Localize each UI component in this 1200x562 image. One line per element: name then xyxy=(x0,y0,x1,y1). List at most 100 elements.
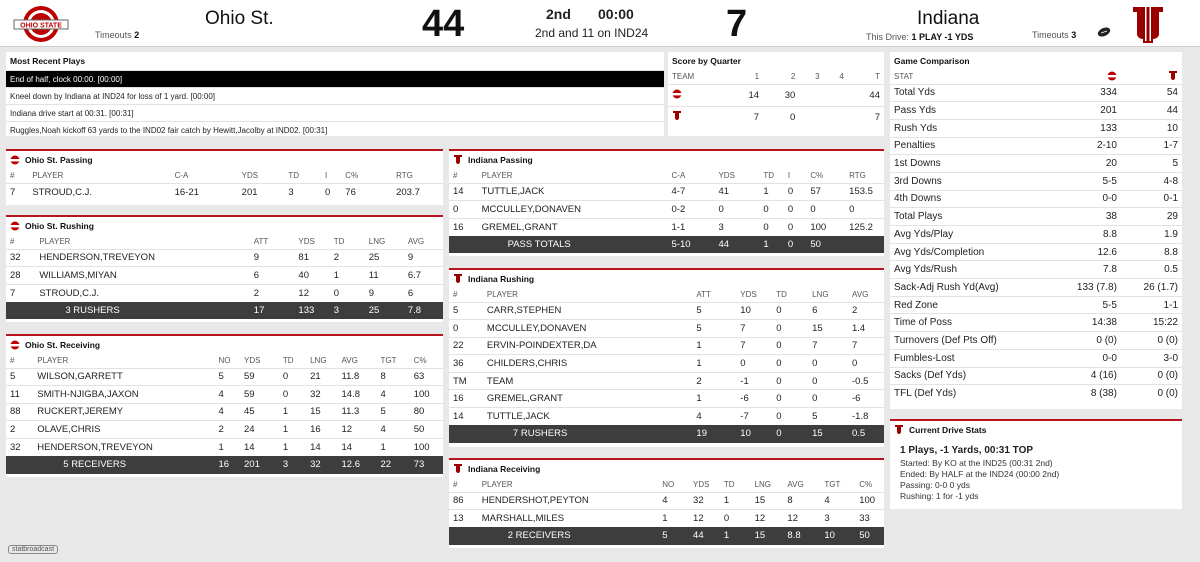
column-header: LNG xyxy=(310,356,327,366)
panel-title: Most Recent Plays xyxy=(10,56,86,66)
column-header: RTG xyxy=(396,171,413,181)
panel-title: Ohio St. Rushing xyxy=(25,221,94,231)
column-header: ATT xyxy=(696,290,711,300)
play-item[interactable]: End of half, clock 00:00. [00:00] xyxy=(6,70,664,87)
column-header: LNG xyxy=(812,290,829,300)
table-row[interactable]: TM TEAM 2 -1 0 0 -0.5 xyxy=(449,371,884,390)
panel-title: Game Comparison xyxy=(894,56,970,66)
stats-table: # PLAYER C-A YDS TD I C% RTG 14 TUTTLE,JACK 4-7 41 1… xyxy=(449,169,884,254)
column-header: PLAYER xyxy=(481,171,513,181)
column-header: PLAYER xyxy=(39,237,71,247)
column-header: NO xyxy=(662,480,675,490)
table-row[interactable]: 11 SMITH-NJIGBA,JAXON 4 59 0 32 14.8 4 100 xyxy=(6,385,443,404)
table-row[interactable]: 88 RUCKERT,JEREMY 4 45 1 15 11.3 5 80 xyxy=(6,402,443,421)
ohio-state-icon xyxy=(10,155,20,165)
recent-plays-panel: Most Recent Plays End of half, clock 00:… xyxy=(6,52,664,136)
column-header: I xyxy=(787,171,791,181)
column-header: PLAYER xyxy=(37,356,69,366)
table-header: # PLAYER C-A YDS TD I C% RTG xyxy=(6,169,443,183)
table-row[interactable]: 16 GREMEL,GRANT 1-1 3 0 0 100 125.2 xyxy=(449,217,884,236)
column-header: AVG xyxy=(341,356,358,366)
table-header: # PLAYER ATT YDS TD LNG AVG xyxy=(449,288,884,302)
comparison-row: Sack-Adj Rush Yd(Avg) 133 (7.8) 26 (1.7) xyxy=(890,278,1182,297)
panel-title: Ohio St. Receiving xyxy=(25,340,101,350)
comparison-row: Pass Yds 201 44 xyxy=(890,101,1182,120)
table-row[interactable]: 36 CHILDERS,CHRIS 1 0 0 0 0 xyxy=(449,354,884,373)
table-row[interactable]: 28 WILLIAMS,MIYAN 6 40 1 11 6.7 xyxy=(6,266,443,285)
comparison-row: 3rd Downs 5-5 4-8 xyxy=(890,171,1182,191)
column-header: TD xyxy=(763,171,775,181)
column-header: C% xyxy=(859,480,873,490)
column-header: PLAYER xyxy=(486,290,518,300)
table-row[interactable]: 14 TUTTLE,JACK 4 -7 0 5 -1.8 xyxy=(449,407,884,426)
column-header: TD xyxy=(282,356,294,366)
column-header: C-A xyxy=(671,171,686,181)
table-row[interactable]: 7 STROUD,C.J. 2 12 0 9 6 xyxy=(6,283,443,302)
indiana-icon xyxy=(673,110,681,120)
table-row[interactable]: 14 TUTTLE,JACK 4-7 41 1 0 57 153.5 xyxy=(449,182,884,201)
comparison-row: Total Plays 38 29 xyxy=(890,207,1182,226)
table-header: # PLAYER NO YDS TD LNG AVG TGT C% xyxy=(449,478,884,492)
comparison-row: 4th Downs 0-0 0-1 xyxy=(890,189,1182,208)
stats-table: # PLAYER NO YDS TD LNG AVG TGT C% 5 WILSON,GARRETT… xyxy=(6,354,443,474)
comparison-row: 1st Downs 20 5 xyxy=(890,154,1182,173)
play-item[interactable]: Ruggles,Noah kickoff 63 yards to the IND… xyxy=(6,121,664,138)
panel-title: Current Drive Stats xyxy=(909,425,987,435)
ohio-state-logo: OHIO STATE xyxy=(13,6,69,42)
comparison-row: TFL (Def Yds) 8 (38) 0 (0) xyxy=(890,384,1182,403)
column-header: C-A xyxy=(174,171,189,181)
table-row[interactable]: 16 GREMEL,GRANT 1 -6 0 0 -6 xyxy=(449,389,884,408)
ohio-state-icon xyxy=(10,221,20,231)
football-possession-icon xyxy=(1097,27,1111,37)
totals-row: 2 RECEIVERS 5 44 1 15 8.8 10 50 xyxy=(449,527,884,545)
table-row[interactable]: 32 HENDERSON,TREVEYON 1 14 1 14 14 1 100 xyxy=(6,437,443,456)
stats-table: # PLAYER NO YDS TD LNG AVG TGT C% 86 HENDERSHOT,PE… xyxy=(449,478,884,545)
osu-rushing-panel: Ohio St. Rushing # PLAYER ATT YDS TD LNG AVG 32 H… xyxy=(6,215,443,322)
table-row[interactable]: 32 HENDERSON,TREVEYON 9 81 2 25 9 xyxy=(6,248,443,267)
panel-title: Indiana Passing xyxy=(468,155,533,165)
ohio-state-icon xyxy=(672,89,682,98)
column-header: YDS xyxy=(244,356,261,366)
indiana-icon xyxy=(895,425,903,434)
table-row[interactable]: 22 ERVIN-POINDEXTER,DA 1 7 0 7 7 xyxy=(449,336,884,355)
table-row[interactable]: 0 MCCULLEY,DONAVEN 0-2 0 0 0 0 0 xyxy=(449,200,884,219)
table-row[interactable]: 86 HENDERSHOT,PEYTON 4 32 1 15 8 4 100 xyxy=(449,491,884,510)
statbroadcast-logo[interactable]: statbroadcast xyxy=(8,545,59,554)
stats-table: # PLAYER C-A YDS TD I C% RTG 7 STROUD,C.J. 16-21 20… xyxy=(6,169,443,201)
indiana-icon xyxy=(1169,70,1177,80)
scoreboard-header: OHIO STATE Timeouts 2 Ohio St. 44 2nd 00… xyxy=(0,0,1200,47)
table-row[interactable]: 5 WILSON,GARRETT 5 59 0 21 11.8 8 63 xyxy=(6,367,443,386)
play-item[interactable]: Kneel down by Indiana at IND24 for loss … xyxy=(6,87,664,104)
down-distance: 2nd and 11 on IND24 xyxy=(535,26,649,40)
drive-line: Passing: 0-0 0 yds xyxy=(900,480,970,490)
column-header: PLAYER xyxy=(481,480,513,490)
column-header: TGT xyxy=(824,480,841,490)
table-row[interactable]: 7 STROUD,C.J. 16-21 201 3 0 76 203.7 xyxy=(6,182,443,201)
table-row[interactable]: 2 OLAVE,CHRIS 2 24 1 16 12 4 50 xyxy=(6,420,443,439)
comparison-row: Turnovers (Def Pts Off) 0 (0) 0 (0) xyxy=(890,331,1182,350)
table-row[interactable]: 0 MCCULLEY,DONAVEN 5 7 0 15 1.4 xyxy=(449,319,884,338)
comparison-row: Penalties 2-10 1-7 xyxy=(890,136,1182,155)
comparison-row: Total Yds 334 54 xyxy=(890,83,1182,102)
play-item[interactable]: Indiana drive start at 00:31. [00:31] xyxy=(6,104,664,121)
column-header: ATT xyxy=(253,237,269,247)
home-timeouts: Timeouts 2 xyxy=(95,30,140,40)
column-header: TD xyxy=(776,290,787,300)
stats-table: # PLAYER ATT YDS TD LNG AVG 5 CARR,STEPHEN 5 10 0 6 2… xyxy=(449,288,884,443)
stats-table: # PLAYER ATT YDS TD LNG AVG 32 HENDERSON,TREVEYO… xyxy=(6,235,443,320)
totals-row: PASS TOTALS 5-10 44 1 0 50 xyxy=(449,235,884,254)
column-header: YDS xyxy=(241,171,259,181)
column-header: C% xyxy=(413,356,427,366)
ohio-state-icon xyxy=(1106,71,1117,81)
away-timeouts: Timeouts 3 xyxy=(1032,30,1077,40)
table-row[interactable]: 5 CARR,STEPHEN 5 10 0 6 2 xyxy=(449,301,884,320)
game-clock: 00:00 xyxy=(598,6,634,22)
totals-row: 3 RUSHERS 17 133 3 25 7.8 xyxy=(6,301,443,320)
comparison-row: Red Zone 5-5 1-1 xyxy=(890,295,1182,314)
table-row[interactable]: 13 MARSHALL,MILES 1 12 0 12 12 3 33 xyxy=(449,509,884,528)
column-header: # xyxy=(10,356,15,366)
panel-title: Indiana Rushing xyxy=(468,274,535,284)
comparison-row: Avg Yds/Rush 7.8 0.5 xyxy=(890,260,1182,279)
